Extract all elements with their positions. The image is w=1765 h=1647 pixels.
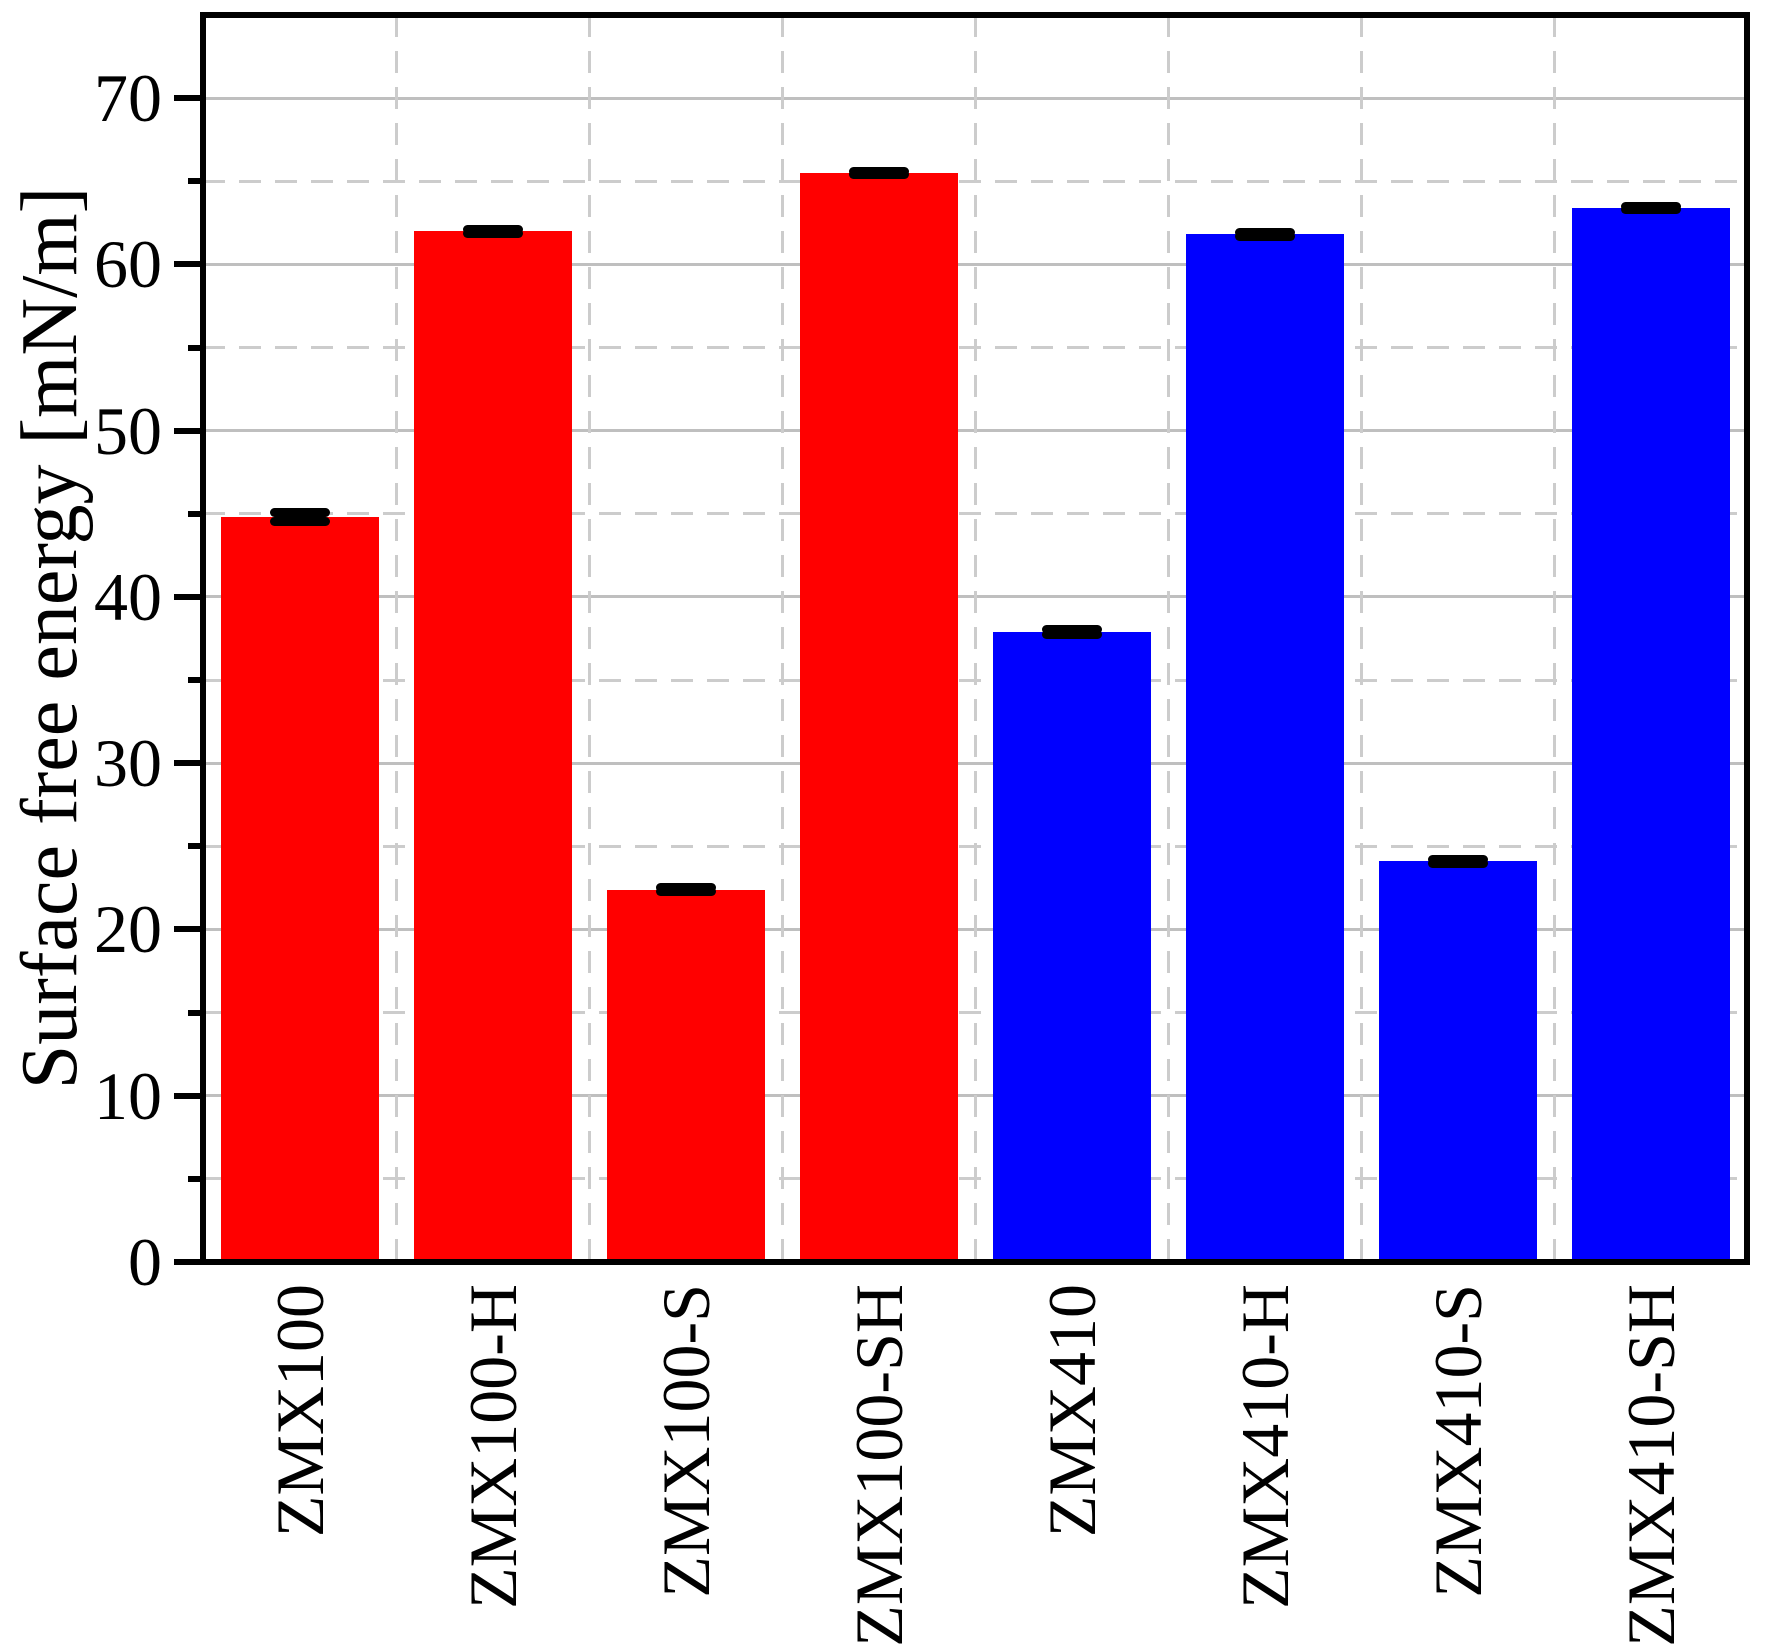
gridline-category-boundary [1552,15,1556,1262]
gridline-category-boundary [1359,15,1363,1262]
gridline-category-boundary [587,15,591,1262]
y-major-tick [174,261,204,268]
error-bar-cap-lower-zmx100-s [655,887,716,897]
y-minor-tick [188,178,204,185]
gridline-category-boundary [780,15,784,1262]
x-axis-label-zmx100-s: ZMX100-S [647,1284,724,1598]
error-bar-cap-lower-zmx100-h [462,228,523,238]
y-tick-label: 20 [94,891,162,968]
error-bar-cap-lower-zmx410-s [1427,858,1488,868]
bar-zmx100-s [606,889,765,1262]
error-bar-cap-upper-zmx410 [1041,624,1102,634]
x-axis-label-zmx100-h: ZMX100-H [454,1284,531,1609]
gridline-category-boundary [394,15,398,1262]
y-minor-tick [188,344,204,351]
y-tick-label: 10 [94,1057,162,1134]
y-minor-tick [188,677,204,684]
error-bar-cap-lower-zmx410-sh [1620,205,1681,215]
gridline-category-boundary [973,15,977,1262]
y-major-tick [174,926,204,933]
y-tick-label: 0 [128,1224,162,1300]
y-major-tick [174,427,204,434]
error-bar-cap-lower-zmx410 [1041,629,1102,639]
error-bar-cap-lower-zmx410-h [1234,231,1295,241]
y-tick-label: 30 [94,725,162,802]
x-axis-label-zmx410-s: ZMX410-S [1419,1284,1496,1598]
y-tick-label: 40 [94,558,162,635]
y-minor-tick [188,1009,204,1016]
x-axis-label-zmx410-h: ZMX410-H [1226,1284,1303,1609]
bar-zmx410-h [1185,234,1344,1262]
bar-zmx100-sh [799,172,958,1262]
y-tick-label: 70 [94,60,162,137]
bar-zmx410-sh [1571,207,1730,1262]
y-minor-tick [188,510,204,517]
x-axis-label-zmx100: ZMX100 [261,1284,338,1538]
bar-zmx100-h [413,231,572,1262]
y-tick-label: 50 [94,392,162,469]
bar-zmx410 [992,631,1151,1262]
y-minor-tick [188,843,204,850]
y-tick-label: 60 [94,226,162,303]
bar-zmx410-s [1378,861,1537,1262]
error-bar-cap-lower-zmx100-sh [848,170,909,180]
y-major-tick [174,760,204,767]
error-bar-cap-upper-zmx100 [269,508,330,518]
plot-frame [200,12,1750,1265]
y-major-tick [174,593,204,600]
y-major-tick [174,1259,204,1265]
error-bar-cap-lower-zmx100 [269,516,330,526]
x-axis-label-zmx100-sh: ZMX100-SH [840,1284,917,1647]
y-minor-tick [188,1175,204,1182]
y-major-tick [174,1092,204,1099]
gridline-category-boundary [1166,15,1170,1262]
x-axis-label-zmx410: ZMX410 [1033,1284,1110,1538]
bar-zmx100 [220,517,379,1262]
y-major-tick [174,95,204,102]
x-axis-label-zmx410-sh: ZMX410-SH [1612,1284,1689,1647]
